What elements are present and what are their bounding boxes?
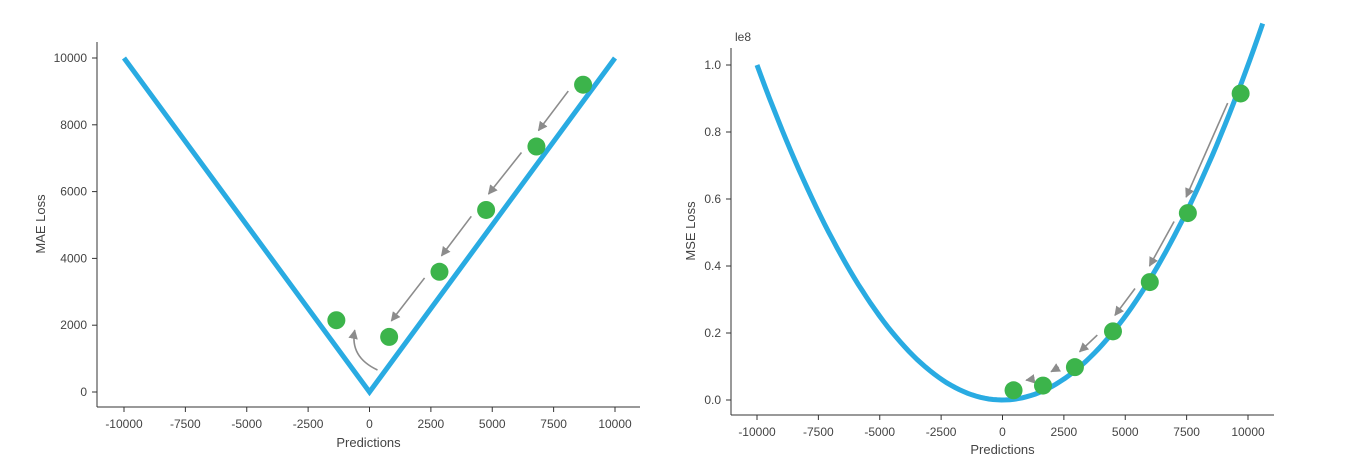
- x-tick-label: -7500: [170, 417, 201, 431]
- y-tick-label: 0.2: [704, 326, 721, 340]
- x-tick-label: -10000: [105, 417, 143, 431]
- y-tick-label: 10000: [54, 51, 88, 65]
- gradient-step-arrow: [1148, 221, 1175, 267]
- y-tick-label: 0.0: [704, 393, 721, 407]
- x-tick-label: 7500: [1173, 425, 1200, 439]
- x-tick-labels: -10000 -7500 -5000 -2500 0 2500 5000 7500 10000: [738, 415, 1265, 439]
- gradient-step-arrow: [1185, 102, 1229, 198]
- prediction-point: [1065, 358, 1084, 377]
- prediction-point: [1004, 381, 1023, 400]
- x-tick-label: -10000: [738, 425, 776, 439]
- x-tick-labels: -10000 -7500 -5000 -2500 0 2500 5000 7500 10000: [105, 407, 632, 431]
- y-tick-label: 1.0: [704, 58, 721, 72]
- y-tick-label: 6000: [60, 185, 87, 199]
- x-tick-label: 0: [366, 417, 373, 431]
- y-tick-label: 2000: [60, 318, 87, 332]
- x-tick-label: -5000: [231, 417, 262, 431]
- x-tick-label: 2500: [1051, 425, 1078, 439]
- gradient-step-arrow: [390, 277, 426, 322]
- gradient-step-arrow: [1078, 334, 1098, 353]
- y-axis-label: MAE Loss: [33, 194, 48, 254]
- x-tick-label: 5000: [1112, 425, 1139, 439]
- prediction-points: [1004, 84, 1250, 400]
- y-tick-label: 0: [80, 385, 87, 399]
- prediction-point: [1140, 273, 1159, 292]
- x-tick-label: 10000: [1231, 425, 1265, 439]
- gradient-step-arrows: [348, 90, 569, 371]
- y-tick-label: 0.8: [704, 125, 721, 139]
- gradient-step-arrow: [348, 329, 378, 371]
- mae-loss-curve: [121, 56, 618, 397]
- y-tick-label: 0.4: [704, 259, 721, 273]
- gradient-step-arrow: [1050, 363, 1062, 373]
- prediction-point: [574, 75, 593, 94]
- gradient-step-arrow: [1114, 288, 1136, 317]
- gradient-step-arrow: [440, 215, 472, 257]
- prediction-point: [1178, 204, 1197, 223]
- mse-loss-curve: [754, 22, 1266, 403]
- prediction-points: [327, 75, 593, 346]
- x-tick-label: -7500: [803, 425, 834, 439]
- prediction-point: [1103, 322, 1122, 341]
- x-tick-label: 10000: [598, 417, 632, 431]
- prediction-point: [327, 311, 346, 330]
- gradient-step-arrows: [1025, 102, 1229, 384]
- y-tick-label: 4000: [60, 251, 87, 265]
- x-tick-label: 2500: [418, 417, 445, 431]
- x-tick-label: 7500: [540, 417, 567, 431]
- y-tick-labels: 0.0 0.2 0.4 0.6 0.8 1.0: [704, 58, 731, 407]
- x-tick-label: -2500: [293, 417, 324, 431]
- x-tick-label: -2500: [926, 425, 957, 439]
- x-tick-label: 0: [999, 425, 1006, 439]
- gradient-step-arrow: [537, 90, 569, 132]
- y-axis-label: MSE Loss: [683, 201, 698, 261]
- x-tick-label: -5000: [864, 425, 895, 439]
- gradient-step-arrow: [487, 152, 523, 195]
- prediction-point: [477, 200, 496, 219]
- y-tick-labels: 0 2000 4000 6000 8000 10000: [54, 51, 97, 399]
- y-tick-label: 8000: [60, 118, 87, 132]
- y-axis-offset-label: le8: [735, 30, 751, 44]
- mse-loss-chart: le8 0.00.20.40.60.81.0 -10000 -7500 -5000-…: [683, 22, 1274, 457]
- prediction-point: [527, 137, 546, 156]
- prediction-point: [1034, 376, 1053, 395]
- prediction-point: [380, 327, 399, 346]
- x-axis-label: Predictions: [336, 435, 401, 450]
- prediction-point: [1231, 84, 1250, 103]
- prediction-point: [430, 262, 449, 281]
- x-axis-label: Predictions: [970, 442, 1035, 457]
- x-tick-label: 5000: [479, 417, 506, 431]
- y-tick-label: 0.6: [704, 192, 721, 206]
